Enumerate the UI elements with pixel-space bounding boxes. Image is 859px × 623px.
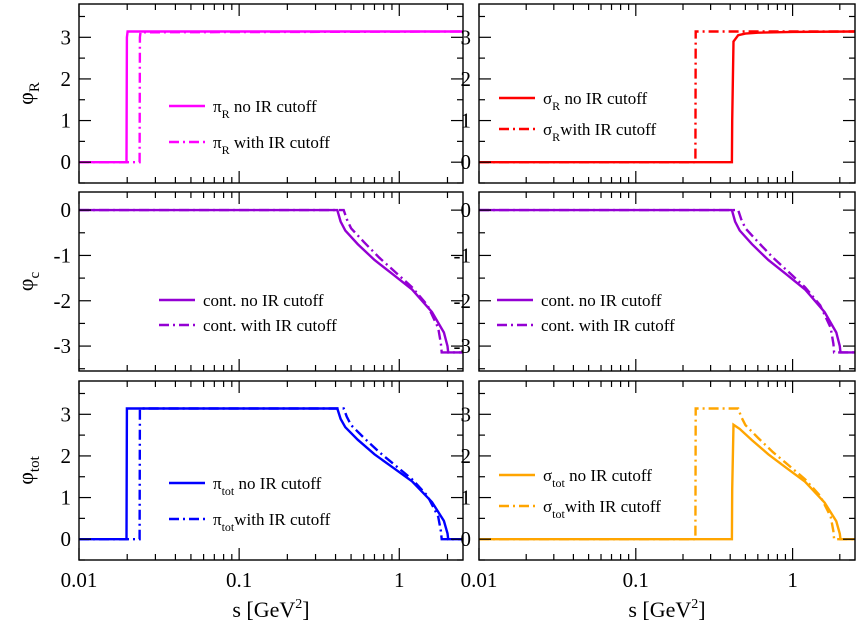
y-tick-label: 1 bbox=[461, 109, 472, 133]
legend-entry: cont. no IR cutoff bbox=[203, 291, 324, 310]
panel-middle-right: 0 -1 -2 -3 cont. no IR cutoff cont. with IR c… bbox=[454, 191, 856, 372]
legend: cont. no IR cutoff cont. with IR cutoff bbox=[159, 291, 337, 335]
y-tick-label: -1 bbox=[454, 243, 472, 267]
y-tick-label: 0 bbox=[61, 198, 72, 222]
legend-entry: πR with IR cutoff bbox=[213, 133, 330, 157]
y-tick-label: 0 bbox=[61, 527, 72, 551]
x-axis-label: s [GeV2] bbox=[232, 597, 309, 622]
panel-top-right: 0 1 2 3 σR no IR cutoff σRwith IR cutoff bbox=[461, 3, 856, 184]
series-line-with-ir-cutoff bbox=[79, 208, 463, 354]
legend-entry: σRwith IR cutoff bbox=[543, 120, 657, 144]
y-tick-label: 0 bbox=[461, 527, 472, 551]
series-line-no-ir-cutoff bbox=[479, 208, 855, 354]
plot-frame bbox=[78, 191, 464, 372]
x-tick-label: 0.1 bbox=[226, 568, 252, 592]
legend-entry: cont. with IR cutoff bbox=[203, 316, 337, 335]
y-tick-label: 3 bbox=[61, 402, 72, 426]
plot-frame bbox=[78, 3, 464, 184]
legend-entry: πR no IR cutoff bbox=[213, 97, 317, 121]
y-tick-label: -3 bbox=[54, 334, 72, 358]
y-tick-label: 2 bbox=[61, 67, 72, 91]
x-tick-label: 1 bbox=[394, 568, 405, 592]
panel-middle-left: 0 -1 -2 -3 φc cont. no IR cutoff cont. with IR… bbox=[13, 191, 464, 372]
series-line-no-ir-cutoff bbox=[79, 208, 463, 354]
y-tick-label: 2 bbox=[461, 444, 472, 468]
legend-entry: πtotwith IR cutoff bbox=[213, 510, 331, 534]
legend: σR no IR cutoff σRwith IR cutoff bbox=[499, 89, 657, 144]
y-tick-label: 0 bbox=[461, 150, 472, 174]
legend-entry: σtotwith IR cutoff bbox=[543, 497, 661, 521]
y-tick-label: 3 bbox=[461, 25, 472, 49]
legend-entry: cont. no IR cutoff bbox=[541, 291, 662, 310]
plot-frame bbox=[478, 191, 856, 372]
y-tick-label: 0 bbox=[461, 198, 472, 222]
legend-entry: σR no IR cutoff bbox=[543, 89, 648, 113]
legend: πtot no IR cutoff πtotwith IR cutoff bbox=[169, 474, 331, 534]
y-tick-label: 3 bbox=[461, 402, 472, 426]
y-tick-label: -3 bbox=[454, 334, 472, 358]
x-tick-label: 0.01 bbox=[461, 568, 498, 592]
x-tick-label: 0.01 bbox=[61, 568, 98, 592]
y-tick-label: -2 bbox=[454, 289, 472, 313]
series-line-with-ir-cutoff bbox=[479, 208, 855, 354]
series-line-with-ir-cutoff bbox=[479, 407, 855, 541]
x-tick-label: 1 bbox=[787, 568, 798, 592]
legend: πR no IR cutoff πR with IR cutoff bbox=[169, 97, 330, 157]
x-axis-label: s [GeV2] bbox=[628, 597, 705, 622]
series-line-no-ir-cutoff bbox=[479, 422, 855, 541]
plot-frame bbox=[478, 3, 856, 184]
panel-top-left: 0 1 2 3 φR πR no IR cutoff πR with IR cutoff bbox=[13, 3, 464, 184]
series-line-with-ir-cutoff bbox=[79, 30, 463, 164]
y-axis-label: φR bbox=[13, 82, 43, 105]
plot-frame bbox=[78, 380, 464, 561]
series-line-no-ir-cutoff bbox=[479, 30, 855, 164]
x-tick-label: 0.1 bbox=[623, 568, 649, 592]
y-tick-label: -1 bbox=[54, 243, 72, 267]
y-axis-label: φc bbox=[13, 271, 43, 291]
series-line-with-ir-cutoff bbox=[479, 30, 855, 164]
y-tick-label: 2 bbox=[61, 444, 72, 468]
y-tick-label: 1 bbox=[61, 109, 72, 133]
plot-frame bbox=[478, 380, 856, 561]
legend-entry: πtot no IR cutoff bbox=[213, 474, 322, 498]
panel-bottom-left: 0 1 2 3 0.01 0.1 1 φtot s [GeV2] πtot no IR cutof… bbox=[13, 380, 464, 622]
y-tick-label: 0 bbox=[61, 150, 72, 174]
y-tick-label: 3 bbox=[61, 25, 72, 49]
y-tick-label: 1 bbox=[61, 486, 72, 510]
y-tick-label: 2 bbox=[461, 67, 472, 91]
y-axis-label: φtot bbox=[13, 455, 43, 484]
y-tick-label: 1 bbox=[461, 486, 472, 510]
legend-entry: σtot no IR cutoff bbox=[543, 466, 652, 490]
legend: σtot no IR cutoff σtotwith IR cutoff bbox=[499, 466, 661, 521]
legend: cont. no IR cutoff cont. with IR cutoff bbox=[497, 291, 675, 335]
legend-entry: cont. with IR cutoff bbox=[541, 316, 675, 335]
y-tick-label: -2 bbox=[54, 289, 72, 313]
